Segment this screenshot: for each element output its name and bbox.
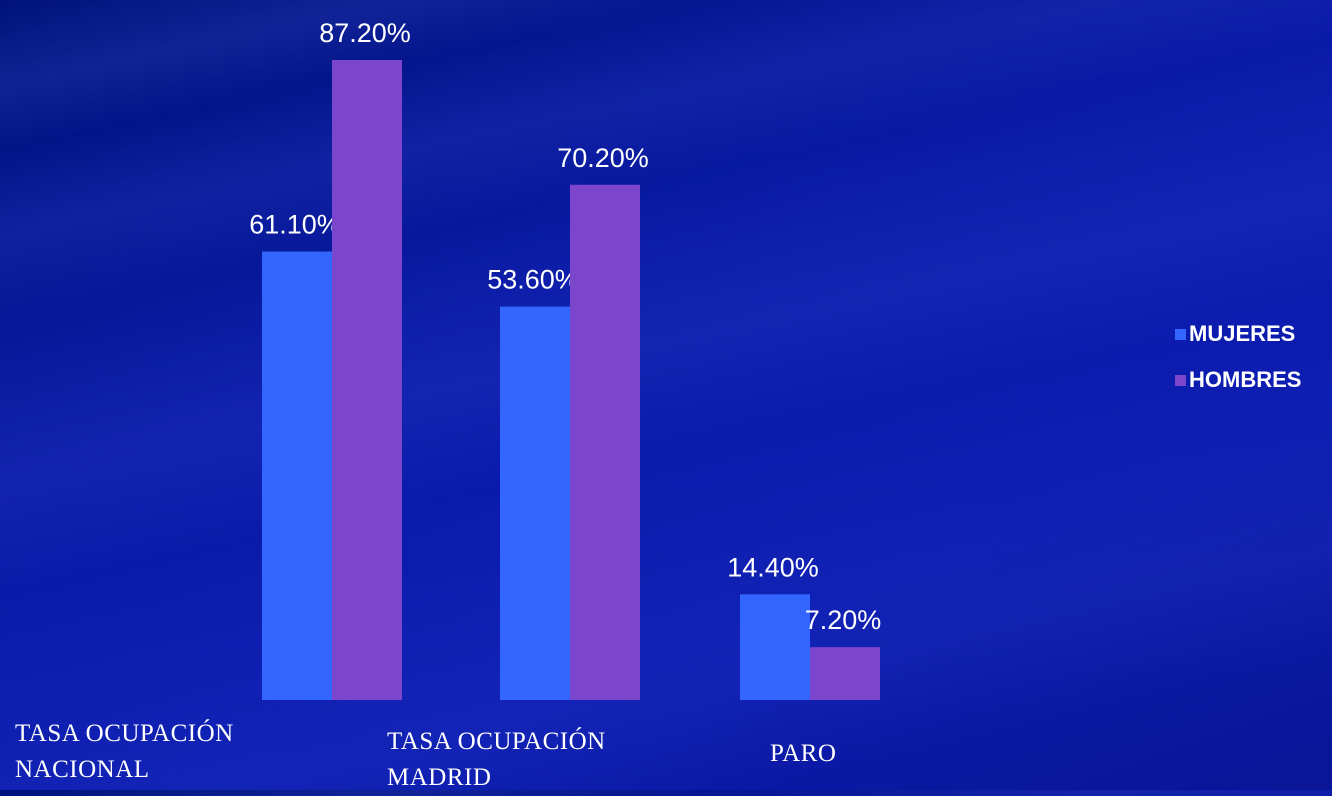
x-tick-label: TASA OCUPACIÓN MADRID [387,728,606,791]
legend-label: MUJERES [1189,321,1295,346]
value-label: 87.20% [319,18,411,48]
value-label: 53.60% [487,265,579,295]
bar [332,60,402,700]
legend-label: HOMBRES [1189,367,1301,392]
legend-swatch [1175,329,1186,340]
legend-swatch [1175,375,1186,386]
bar [570,184,640,701]
bar [500,306,570,700]
value-label: 14.40% [727,552,819,582]
bar [810,647,880,700]
value-label: 70.20% [557,143,649,173]
bar [740,594,810,700]
value-label: 7.20% [805,605,882,635]
x-tick-label: TASA OCUPACIÓN NACIONAL [15,720,234,783]
bar [262,251,332,700]
x-tick-label: PARO [770,740,837,767]
value-label: 61.10% [249,210,341,240]
